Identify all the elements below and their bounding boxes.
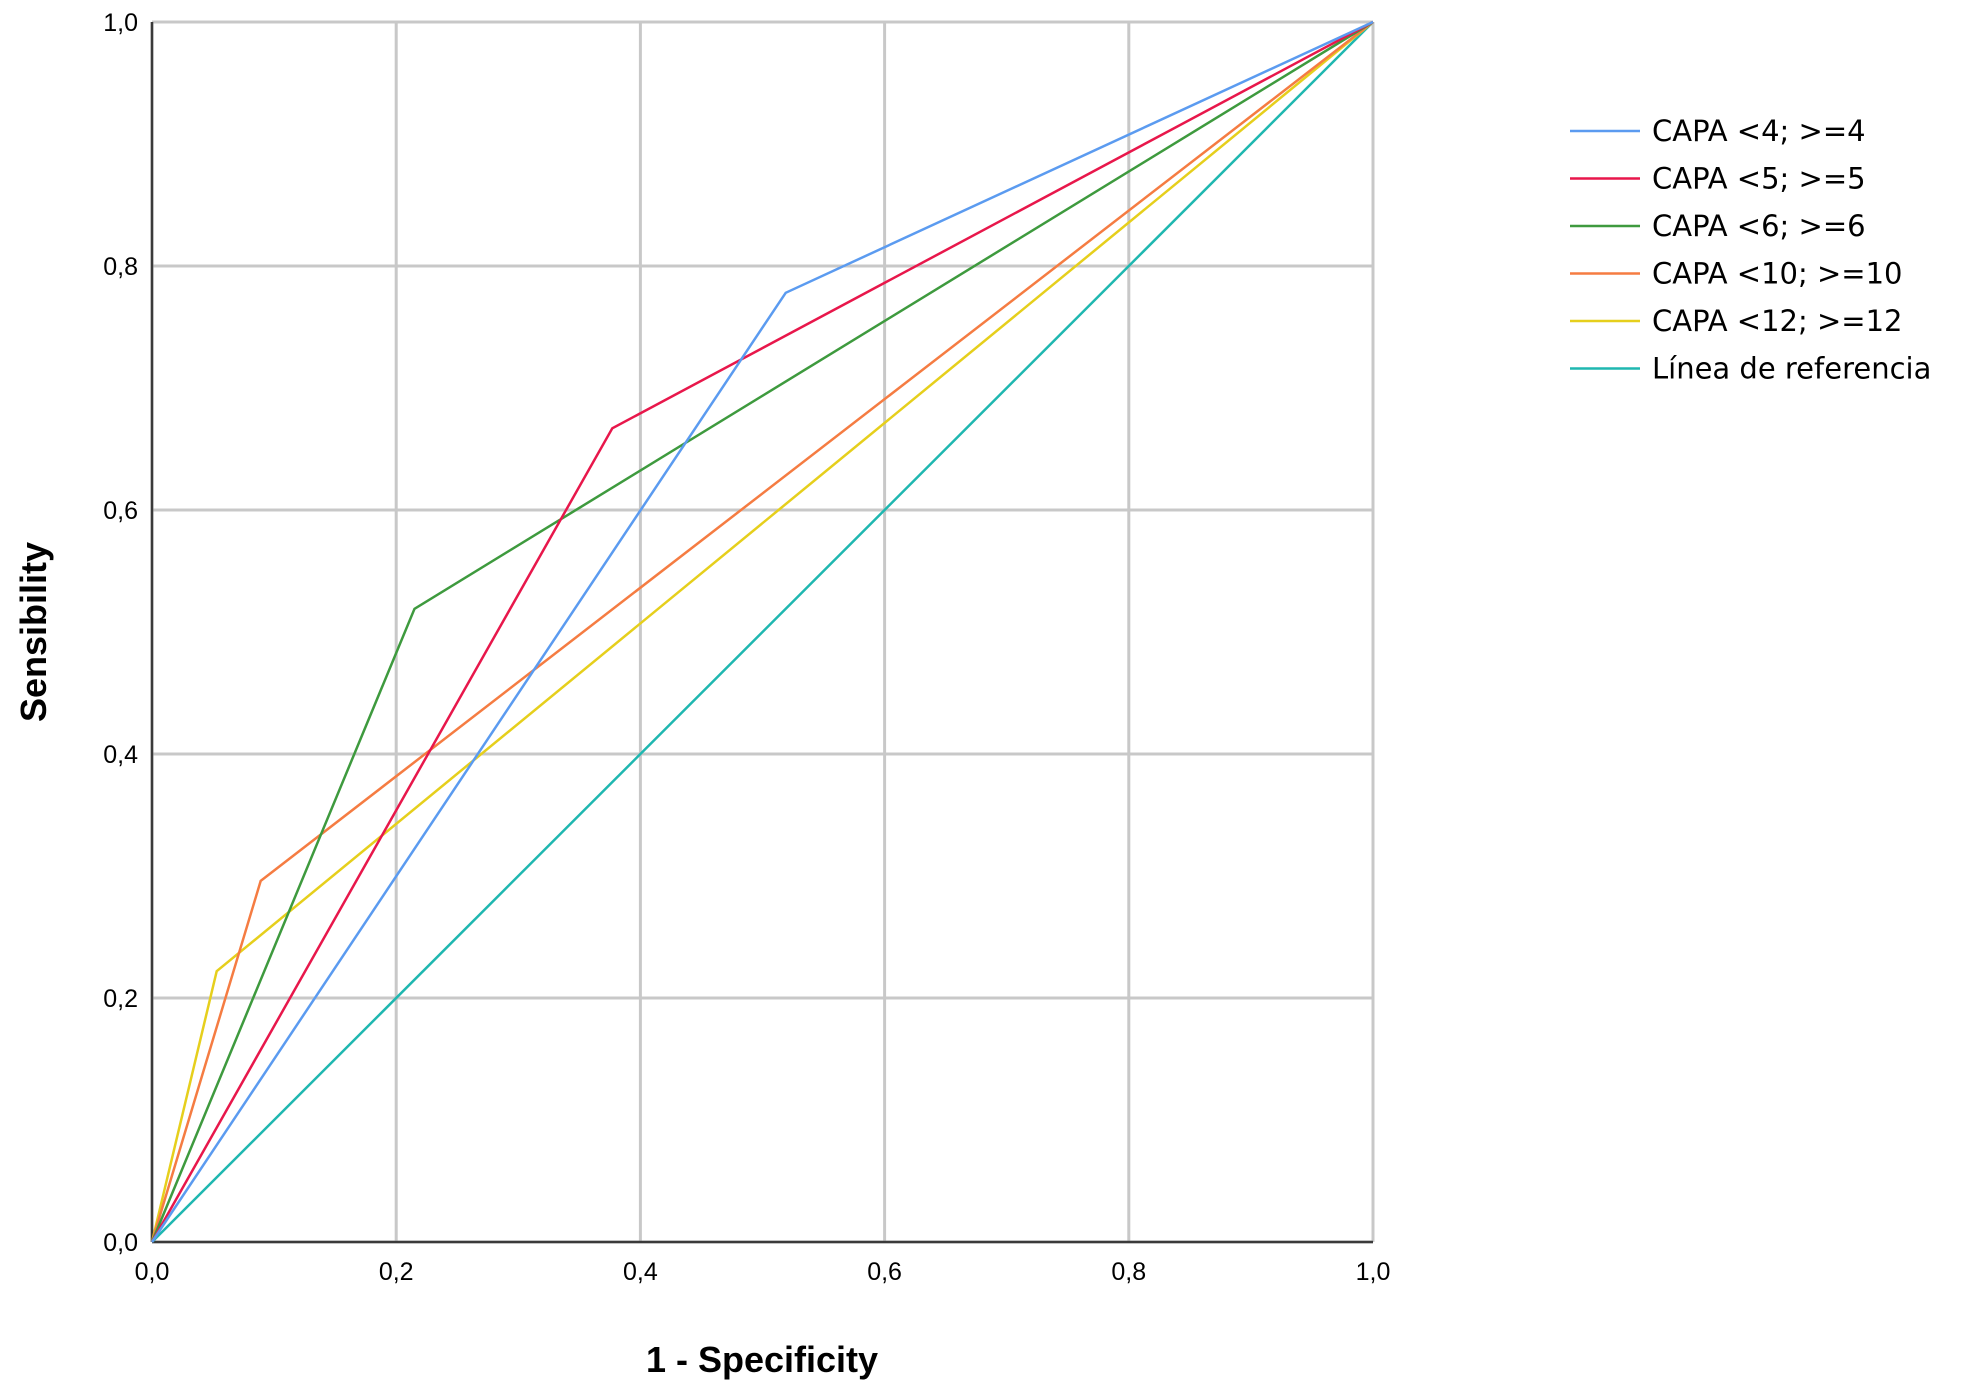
legend-item: CAPA <10; >=10 xyxy=(1570,257,1902,291)
legend-item: CAPA <5; >=5 xyxy=(1570,162,1866,196)
x-tick-label: 0,4 xyxy=(623,1258,658,1286)
series-line-capa-6-6 xyxy=(150,20,1374,1243)
y-tick-label: 0,4 xyxy=(103,741,138,769)
x-axis-ticks: 0,0 0,2 0,4 0,6 0,8 1,0 xyxy=(135,1258,1391,1286)
legend-item: CAPA <4; >=4 xyxy=(1570,114,1866,148)
y-tick-label: 0,6 xyxy=(103,497,138,525)
legend-label: CAPA <6; >=6 xyxy=(1652,209,1866,243)
x-tick-label: 0,0 xyxy=(135,1258,170,1286)
series-line-capa-10-10 xyxy=(150,21,1374,1243)
series-line-l-nea-de-referencia xyxy=(151,21,1374,1243)
x-tick-label: 0,8 xyxy=(1111,1258,1146,1286)
legend-item: Línea de referencia xyxy=(1570,352,1931,386)
series-line-capa-12-12 xyxy=(150,21,1374,1243)
series-lines xyxy=(150,20,1374,1243)
y-axis-title: Sensibility xyxy=(13,542,54,722)
x-tick-label: 0,6 xyxy=(867,1258,902,1286)
series-line-capa-4-4 xyxy=(150,20,1374,1243)
legend-item: CAPA <12; >=12 xyxy=(1570,304,1902,338)
legend-label: CAPA <4; >=4 xyxy=(1652,114,1866,148)
legend-label: Línea de referencia xyxy=(1652,352,1931,386)
legend-item: CAPA <6; >=6 xyxy=(1570,209,1866,243)
axes xyxy=(150,22,1373,1244)
x-axis-title: 1 - Specificity xyxy=(646,1339,878,1380)
y-axis-ticks: 0,0 0,2 0,4 0,6 0,8 1,0 xyxy=(103,9,138,1257)
series-line-capa-5-5 xyxy=(150,20,1374,1243)
x-tick-label: 1,0 xyxy=(1356,1258,1391,1286)
legend-label: CAPA <5; >=5 xyxy=(1652,162,1866,196)
legend: CAPA <4; >=4 CAPA <5; >=5 CAPA <6; >=6 CAPA… xyxy=(1570,114,1931,386)
y-tick-label: 1,0 xyxy=(103,9,138,37)
y-tick-label: 0,0 xyxy=(103,1229,138,1257)
legend-label: CAPA <12; >=12 xyxy=(1652,304,1902,338)
legend-label: CAPA <10; >=10 xyxy=(1652,257,1902,291)
y-tick-label: 0,8 xyxy=(103,253,138,281)
x-tick-label: 0,2 xyxy=(379,1258,414,1286)
y-tick-label: 0,2 xyxy=(103,985,138,1013)
